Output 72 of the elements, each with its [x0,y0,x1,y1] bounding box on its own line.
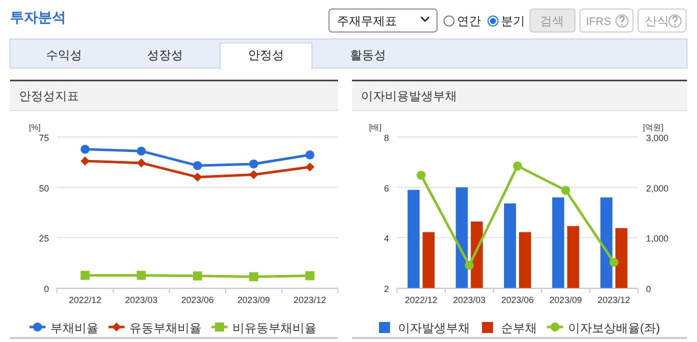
legend-label: 비유동부채비율 [232,321,316,335]
legend-label: 이자발생부채 [398,321,470,335]
point [305,162,314,172]
x-tick-label: 2023/03 [125,295,158,305]
text: 투자분석 [10,9,66,25]
bar [519,232,531,288]
text: 성장성 [147,48,183,62]
chart-title: 이자비용발생부채 [361,89,457,103]
point [136,158,146,168]
point [305,271,314,280]
legend-label: 유동부채비율 [130,321,202,335]
bar [456,187,468,288]
text: 활동성 [350,48,386,62]
y-tick-label: 6 [384,183,389,194]
y2-tick-label: 0 [646,284,652,294]
point [136,270,146,280]
y-tick-label: 8 [384,133,389,143]
text: 수익성 [46,48,82,62]
text: 검색 [540,14,564,28]
y2-tick-label: 1,000 [646,234,669,244]
point [305,150,314,160]
point [249,170,258,180]
legend-label: 이자보상배율(좌) [568,321,660,335]
point [193,271,202,280]
bar [422,232,435,288]
point [416,170,426,180]
point [464,260,474,270]
point [609,258,618,267]
point [193,172,202,182]
text: 분기 [501,14,525,28]
x-tick-label: 2023/06 [181,295,214,305]
text: 산식 [645,14,669,28]
text: 연간 [457,14,481,28]
y-tick-label: 4 [384,234,389,244]
text: 주재무제표 [337,14,397,28]
y-tick-label: 50 [38,183,49,194]
bar [552,197,564,288]
y-axis-title: [배] [369,123,382,132]
bar [600,197,612,288]
chart-title: 안정성지표 [19,89,79,103]
legend-label: 부채비율 [50,321,98,335]
y2-axis-title: [억원] [643,123,664,132]
legend-label: 순부채 [501,321,537,335]
text: 안정성 [248,48,284,62]
y-tick-label: 25 [38,234,49,244]
y-tick-label: 0 [44,284,49,294]
y-axis-title: [%] [29,123,41,132]
point [513,161,522,170]
bar [504,203,516,288]
x-tick-label: 2023/06 [501,295,534,305]
y-tick-label: 2 [384,284,389,294]
bar [408,190,420,288]
x-tick-label: 2022/12 [68,295,102,305]
point [561,186,570,195]
point [80,144,90,154]
x-tick-label: 2023/12 [294,295,326,305]
point [249,159,258,168]
bar [567,226,580,288]
y2-tick-label: 2,000 [646,183,669,194]
x-tick-label: 2023/09 [237,295,270,305]
point [249,272,258,282]
text: IFRS [586,16,612,28]
y2-tick-label: 3,000 [646,133,669,143]
point [136,146,146,156]
bar [615,228,628,288]
x-tick-label: 2023/12 [598,295,630,305]
y-tick-label: 75 [38,133,49,143]
x-tick-label: 2022/12 [404,295,438,305]
x-tick-label: 2023/03 [453,295,486,305]
point [193,161,202,170]
x-tick-label: 2023/09 [549,295,582,305]
point [80,270,90,280]
